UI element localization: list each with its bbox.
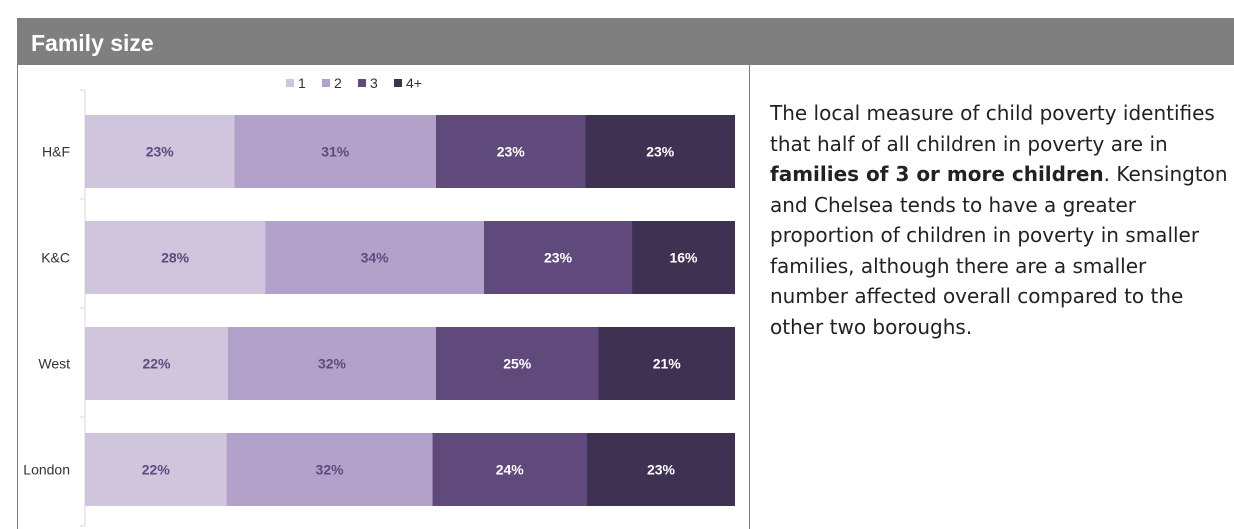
bar-value-label: 16% bbox=[669, 250, 698, 266]
bar-segment-2 bbox=[265, 221, 485, 294]
bar-segment-4+ bbox=[586, 433, 735, 506]
legend-swatch-1 bbox=[286, 79, 294, 87]
bar-value-label: 25% bbox=[503, 356, 532, 372]
bar-segment-3 bbox=[484, 221, 633, 294]
bar-segment-2 bbox=[234, 115, 436, 188]
legend-swatch-2 bbox=[322, 79, 330, 87]
category-label: London bbox=[23, 462, 70, 478]
legend-swatch-4+ bbox=[394, 79, 402, 87]
bar-segment-4+ bbox=[585, 115, 735, 188]
bar-segment-1 bbox=[85, 433, 227, 506]
description-part2: . Kensington and Chelsea tends to have a… bbox=[770, 162, 1228, 339]
legend-label-3: 3 bbox=[370, 75, 378, 91]
bar-segment-2 bbox=[228, 327, 436, 400]
bar-segment-3 bbox=[436, 327, 599, 400]
bar-value-label: 23% bbox=[497, 144, 526, 160]
bar-value-label: 23% bbox=[646, 144, 675, 160]
legend-label-2: 2 bbox=[334, 75, 342, 91]
bar-segment-1 bbox=[85, 115, 235, 188]
legend-label-1: 1 bbox=[298, 75, 306, 91]
description-text: The local measure of child poverty ident… bbox=[770, 98, 1230, 342]
bar-segment-3 bbox=[432, 433, 587, 506]
bar-value-label: 23% bbox=[146, 144, 175, 160]
bar-value-label: 32% bbox=[316, 462, 345, 478]
bar-value-label: 21% bbox=[653, 356, 682, 372]
bar-value-label: 31% bbox=[321, 144, 350, 160]
description-part1: The local measure of child poverty ident… bbox=[770, 101, 1215, 156]
description-emphasis: families of 3 or more children bbox=[770, 162, 1104, 186]
bar-value-label: 22% bbox=[142, 356, 171, 372]
legend-swatch-3 bbox=[358, 79, 366, 87]
bar-value-label: 23% bbox=[647, 462, 676, 478]
bar-value-label: 22% bbox=[142, 462, 171, 478]
category-label: H&F bbox=[42, 144, 70, 160]
bar-segment-1 bbox=[85, 221, 266, 294]
left-divider bbox=[17, 65, 18, 529]
bar-segment-2 bbox=[226, 433, 433, 506]
column-divider bbox=[749, 65, 750, 529]
bar-value-label: 32% bbox=[318, 356, 347, 372]
stacked-bar-chart: 1 2 3 4+ H&F 23% 31% 23% 23% K&C 28% 34% 23% 16% West 2… bbox=[23, 75, 735, 527]
bar-segment-3 bbox=[436, 115, 586, 188]
bar-segment-4+ bbox=[632, 221, 735, 294]
bar-value-label: 23% bbox=[544, 250, 573, 266]
bar-value-label: 28% bbox=[161, 250, 190, 266]
legend-label-4+: 4+ bbox=[406, 75, 422, 91]
bar-value-label: 34% bbox=[361, 250, 390, 266]
category-label: West bbox=[38, 356, 70, 372]
bar-value-label: 24% bbox=[496, 462, 525, 478]
bar-segment-1 bbox=[85, 327, 228, 400]
category-label: K&C bbox=[41, 250, 70, 266]
bar-segment-4+ bbox=[598, 327, 735, 400]
panel-title: Family size bbox=[17, 18, 1234, 65]
